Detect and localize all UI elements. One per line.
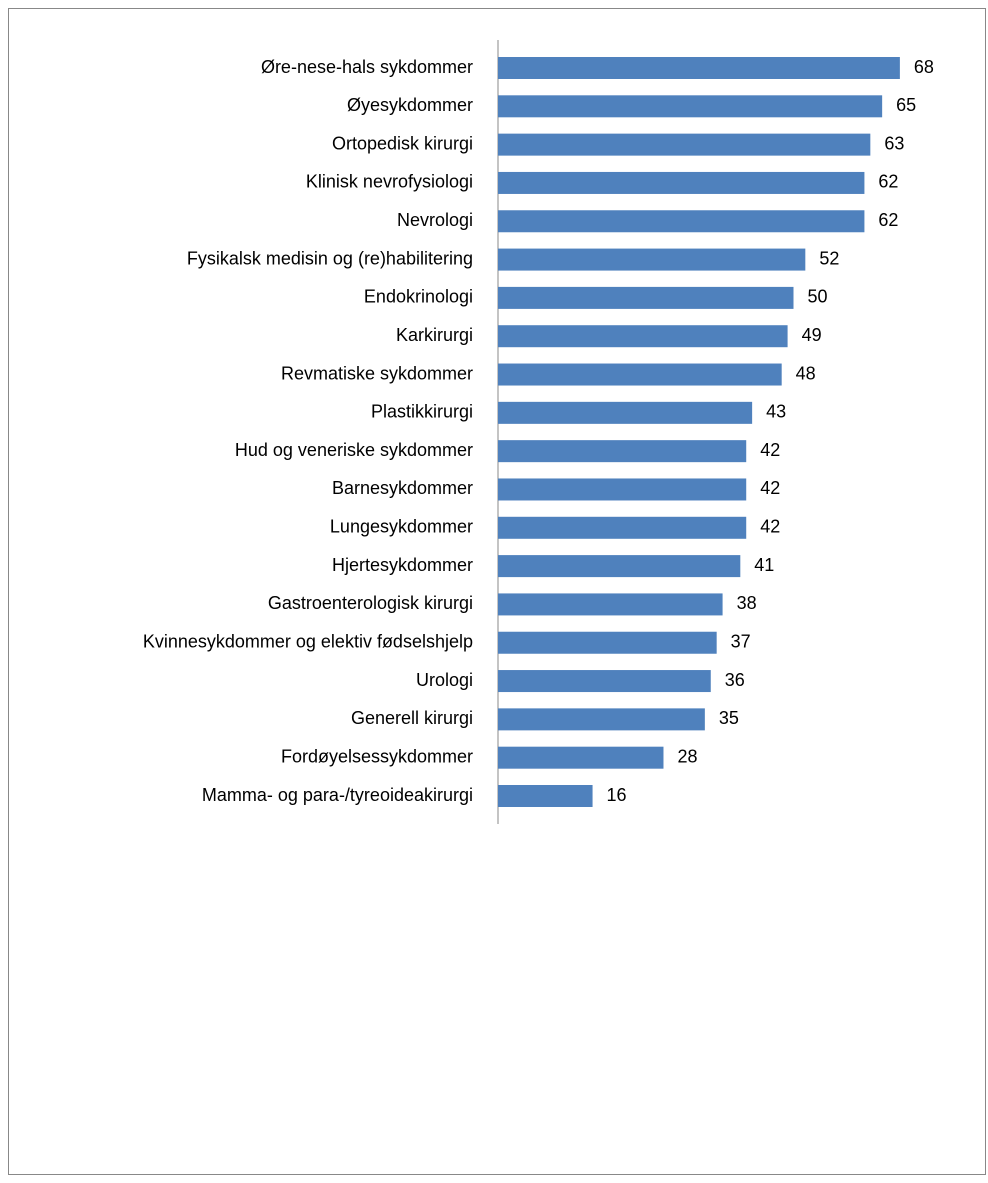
- data-label: 65: [896, 95, 916, 115]
- bar: [498, 478, 747, 501]
- chart-border: [8, 8, 986, 1175]
- category-label: Øre-nese-hals sykdommer: [261, 57, 473, 77]
- data-label: 41: [754, 555, 774, 575]
- bar: [498, 555, 741, 578]
- category-label: Kvinnesykdommer og elektiv fødselshjelp: [143, 631, 473, 651]
- bar: [498, 785, 593, 807]
- data-label: 50: [808, 287, 828, 307]
- bar: [498, 325, 788, 348]
- data-label: 52: [819, 248, 839, 268]
- category-label: Mamma- og para-/tyreoideakirurgi: [202, 785, 473, 805]
- category-label: Øyesykdommer: [347, 95, 473, 115]
- bar: [498, 631, 717, 654]
- category-label: Urologi: [416, 670, 473, 690]
- bar: [498, 95, 883, 118]
- bar: [498, 401, 753, 424]
- data-label: 16: [607, 785, 627, 805]
- category-label: Nevrologi: [397, 210, 473, 230]
- category-label: Gastroenterologisk kirurgi: [268, 593, 473, 613]
- bar: [498, 516, 747, 539]
- category-label: Generell kirurgi: [351, 708, 473, 728]
- category-label: Hud og veneriske sykdommer: [235, 440, 473, 460]
- bar: [498, 363, 782, 386]
- bar: [498, 210, 865, 233]
- category-label: Klinisk nevrofysiologi: [306, 172, 473, 192]
- bar: [498, 440, 747, 463]
- category-label: Lungesykdommer: [330, 517, 473, 537]
- category-label: Karkirurgi: [396, 325, 473, 345]
- data-label: 48: [796, 363, 816, 383]
- data-label: 42: [760, 478, 780, 498]
- data-label: 36: [725, 670, 745, 690]
- data-label: 68: [914, 57, 934, 77]
- bar: [498, 57, 900, 79]
- category-label: Ortopedisk kirurgi: [332, 133, 473, 153]
- data-label: 62: [878, 172, 898, 192]
- data-label: 43: [766, 402, 786, 422]
- bar: [498, 133, 871, 156]
- data-label: 62: [878, 210, 898, 230]
- data-label: 28: [677, 746, 697, 766]
- category-label: Plastikkirurgi: [371, 402, 473, 422]
- data-label: 49: [802, 325, 822, 345]
- bar: [498, 593, 723, 616]
- category-label: Fysikalsk medisin og (re)habilitering: [187, 248, 473, 268]
- data-label: 35: [719, 708, 739, 728]
- category-label: Barnesykdommer: [332, 478, 473, 498]
- bar: [498, 670, 711, 693]
- bar: [498, 171, 865, 194]
- category-label: Revmatiske sykdommer: [281, 363, 473, 383]
- bar: [498, 248, 806, 271]
- data-label: 38: [737, 593, 757, 613]
- category-label: Endokrinologi: [364, 287, 473, 307]
- data-label: 42: [760, 440, 780, 460]
- data-label: 37: [731, 631, 751, 651]
- category-label: Hjertesykdommer: [332, 555, 473, 575]
- bar: [498, 708, 705, 731]
- category-label: Fordøyelsessykdommer: [281, 746, 473, 766]
- data-label: 42: [760, 517, 780, 537]
- bar: [498, 746, 664, 769]
- bar: [498, 286, 794, 309]
- data-label: 63: [884, 133, 904, 153]
